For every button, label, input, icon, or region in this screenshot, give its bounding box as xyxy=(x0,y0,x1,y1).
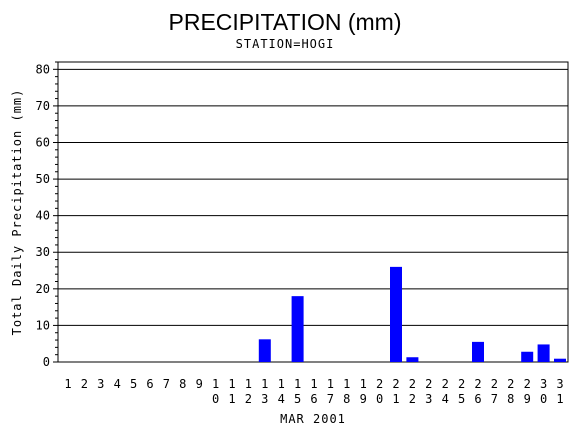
x-tick-label-6: 6 xyxy=(146,377,153,391)
bar-29 xyxy=(521,351,534,362)
x-tick-label-9: 9 xyxy=(196,377,203,391)
x-axis-tick-labels: 1 2 3 4 5 6 7 8 9 1 01 11 21 31 41 51 61 71 81 92 02 12 22 32 42… xyxy=(64,377,563,406)
x-axis-label: MAR 2001 xyxy=(280,412,346,426)
x-tick-label-1: 1 xyxy=(64,377,71,391)
bar-30 xyxy=(537,344,550,362)
bar-26 xyxy=(472,341,484,362)
y-tick-label: 0 xyxy=(43,355,50,369)
y-axis-ticks: 0 10 20 30 40 50 60 70 80 xyxy=(36,61,58,369)
y-tick-label: 20 xyxy=(36,282,50,296)
x-tick-label-8: 8 xyxy=(179,377,186,391)
y-tick-label: 80 xyxy=(36,62,50,76)
y-axis-label: Total Daily Precipitation (mm) xyxy=(10,89,24,336)
bars xyxy=(258,266,566,362)
x-tick-label-2: 2 xyxy=(81,377,88,391)
bar-31 xyxy=(554,358,566,362)
y-tick-label: 60 xyxy=(36,135,50,149)
x-tick-label-7: 7 xyxy=(163,377,170,391)
y-tick-label: 10 xyxy=(36,318,50,332)
bar-15 xyxy=(291,296,304,362)
bar-21 xyxy=(390,266,402,362)
plot-area xyxy=(57,61,569,363)
chart-subtitle: STATION=HOGI xyxy=(236,37,335,51)
x-tick-label-3: 3 xyxy=(97,377,104,391)
x-tick-label-4: 4 xyxy=(114,377,121,391)
y-tick-label: 30 xyxy=(36,245,50,259)
y-tick-label: 70 xyxy=(36,99,50,113)
chart-title: PRECIPITATION (mm) xyxy=(169,9,402,35)
y-tick-label: 40 xyxy=(36,209,50,223)
x-tick-label-5: 5 xyxy=(130,377,137,391)
gridlines xyxy=(58,68,568,326)
y-tick-label: 50 xyxy=(36,172,50,186)
bar-22 xyxy=(406,357,419,362)
bar-13 xyxy=(258,339,271,362)
